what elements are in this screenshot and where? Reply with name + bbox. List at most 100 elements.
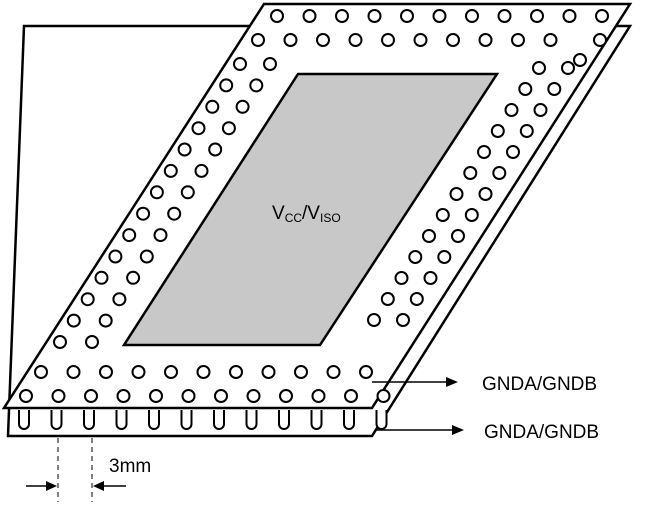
via-hole (112, 292, 127, 307)
via-hole (139, 249, 154, 264)
via-hole (413, 33, 428, 47)
via-hole (136, 206, 151, 221)
via-hole (463, 166, 478, 180)
via-hole (478, 187, 493, 201)
center-plane-label: VCC/VISO (272, 203, 341, 225)
via-hole (367, 9, 382, 23)
via-hole (205, 99, 220, 114)
via-hole (94, 270, 109, 285)
via-hole (233, 57, 247, 71)
via-hole (51, 389, 66, 403)
via-slot (278, 410, 290, 430)
via-hole (84, 389, 98, 403)
via-hole (122, 228, 137, 243)
via-hole (359, 365, 373, 379)
via-hole (261, 365, 276, 379)
spacing-dimension-label: 3mm (109, 456, 151, 477)
via-hole (446, 33, 460, 47)
via-hole (518, 82, 533, 96)
via-hole (490, 124, 505, 138)
via-hole (543, 33, 558, 47)
via-hole (263, 57, 277, 71)
via-hole (408, 250, 423, 264)
via-hole (593, 33, 607, 47)
via-hole (409, 292, 424, 306)
via-hole (153, 228, 168, 243)
via-hole (19, 389, 33, 403)
vcc-viso-plane (121, 72, 500, 347)
via-hole (235, 99, 250, 114)
via-hole (437, 250, 452, 264)
via-hole (533, 103, 548, 117)
via-hole (367, 313, 381, 327)
via-hole (208, 142, 223, 157)
via-hole (519, 124, 534, 138)
via-hole (573, 53, 587, 67)
via-hole (532, 61, 546, 75)
via-hole (394, 271, 409, 285)
via-hole (80, 292, 95, 307)
via-hole (126, 270, 141, 285)
via-hole (246, 389, 261, 403)
via-hole (595, 9, 609, 23)
via-hole (396, 313, 410, 327)
via-slot (115, 410, 128, 430)
via-hole (492, 166, 507, 180)
via-hole (400, 9, 414, 23)
via-hole (294, 365, 308, 379)
via-hole (511, 33, 525, 47)
via-slot (310, 410, 323, 430)
via-hole (449, 187, 464, 201)
via-slot (180, 410, 193, 430)
via-hole (311, 389, 326, 403)
via-hole (66, 313, 81, 328)
via-hole (34, 365, 48, 379)
via-hole (477, 145, 491, 159)
via-hole (344, 389, 358, 403)
via-hole (270, 9, 284, 23)
via-hole (530, 9, 544, 23)
via-hole (108, 249, 123, 264)
via-hole (381, 33, 395, 47)
via-slot (375, 410, 388, 430)
via-slot (148, 410, 160, 430)
via-hole (131, 365, 146, 379)
via-hole (422, 229, 436, 243)
via-hole (506, 145, 520, 159)
via-hole (98, 313, 113, 328)
via-hole (335, 9, 349, 23)
via-slot (245, 410, 258, 430)
via-hole (167, 206, 182, 221)
top-layer-arrow (372, 377, 458, 387)
top-layer-label: GNDA/GNDB (482, 374, 597, 395)
via-hole (99, 365, 113, 379)
via-hole (302, 9, 317, 23)
via-holes (19, 9, 609, 403)
via-hole (219, 78, 234, 93)
via-hole (376, 389, 391, 403)
via-hole (85, 335, 99, 349)
via-slot (83, 410, 95, 430)
via-hole (194, 163, 209, 178)
via-hole (561, 61, 575, 75)
via-hole (283, 33, 298, 47)
via-hole (504, 103, 519, 117)
via-hole (251, 33, 265, 47)
via-hole (435, 208, 450, 222)
via-hole (180, 185, 195, 200)
via-hole (562, 9, 577, 23)
via-hole (53, 335, 67, 349)
bottom-layer-label: GNDA/GNDB (484, 422, 599, 443)
via-hole (149, 185, 164, 200)
via-hole (116, 389, 131, 403)
via-slots (18, 410, 388, 430)
via-hole (66, 365, 81, 379)
via-hole (316, 33, 330, 47)
via-slot (343, 410, 355, 430)
via-hole (451, 229, 465, 243)
via-slot (213, 410, 225, 430)
via-hole (229, 365, 243, 379)
via-hole (478, 33, 493, 47)
via-hole (326, 365, 341, 379)
